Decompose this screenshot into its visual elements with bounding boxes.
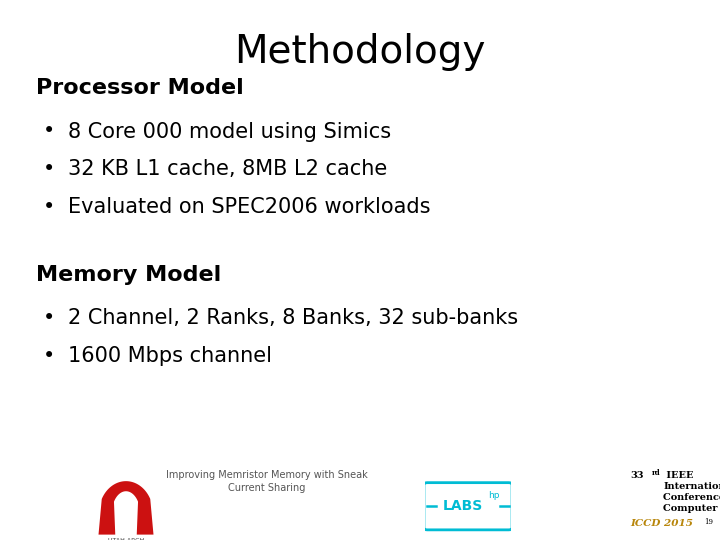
Text: 2 Channel, 2 Ranks, 8 Banks, 32 sub-banks: 2 Channel, 2 Ranks, 8 Banks, 32 sub-bank… xyxy=(68,308,518,328)
Text: Methodology: Methodology xyxy=(234,33,486,71)
Text: hp: hp xyxy=(488,491,500,501)
Text: 8 Core 000 model using Simics: 8 Core 000 model using Simics xyxy=(68,122,392,141)
Text: Improving Memristor Memory with Sneak
Current Sharing: Improving Memristor Memory with Sneak Cu… xyxy=(166,470,367,493)
Text: ICCD 2015: ICCD 2015 xyxy=(630,519,693,528)
Text: •: • xyxy=(43,308,55,328)
Text: 1600 Mbps channel: 1600 Mbps channel xyxy=(68,346,272,366)
Text: LABS: LABS xyxy=(443,500,483,513)
Text: 33: 33 xyxy=(630,471,644,480)
Text: UTAH ARCH: UTAH ARCH xyxy=(108,538,144,540)
Text: Memory Model: Memory Model xyxy=(36,265,221,285)
Text: •: • xyxy=(43,159,55,179)
Text: •: • xyxy=(43,197,55,217)
Text: 19: 19 xyxy=(704,517,714,525)
Text: rd: rd xyxy=(652,469,660,477)
Text: •: • xyxy=(43,122,55,141)
Text: 32 KB L1 cache, 8MB L2 cache: 32 KB L1 cache, 8MB L2 cache xyxy=(68,159,387,179)
Polygon shape xyxy=(99,481,153,535)
Text: Evaluated on SPEC2006 workloads: Evaluated on SPEC2006 workloads xyxy=(68,197,431,217)
Text: Processor Model: Processor Model xyxy=(36,78,244,98)
Text: •: • xyxy=(43,346,55,366)
Text: IEEE
International
Conference on
Computer Design: IEEE International Conference on Compute… xyxy=(663,471,720,514)
